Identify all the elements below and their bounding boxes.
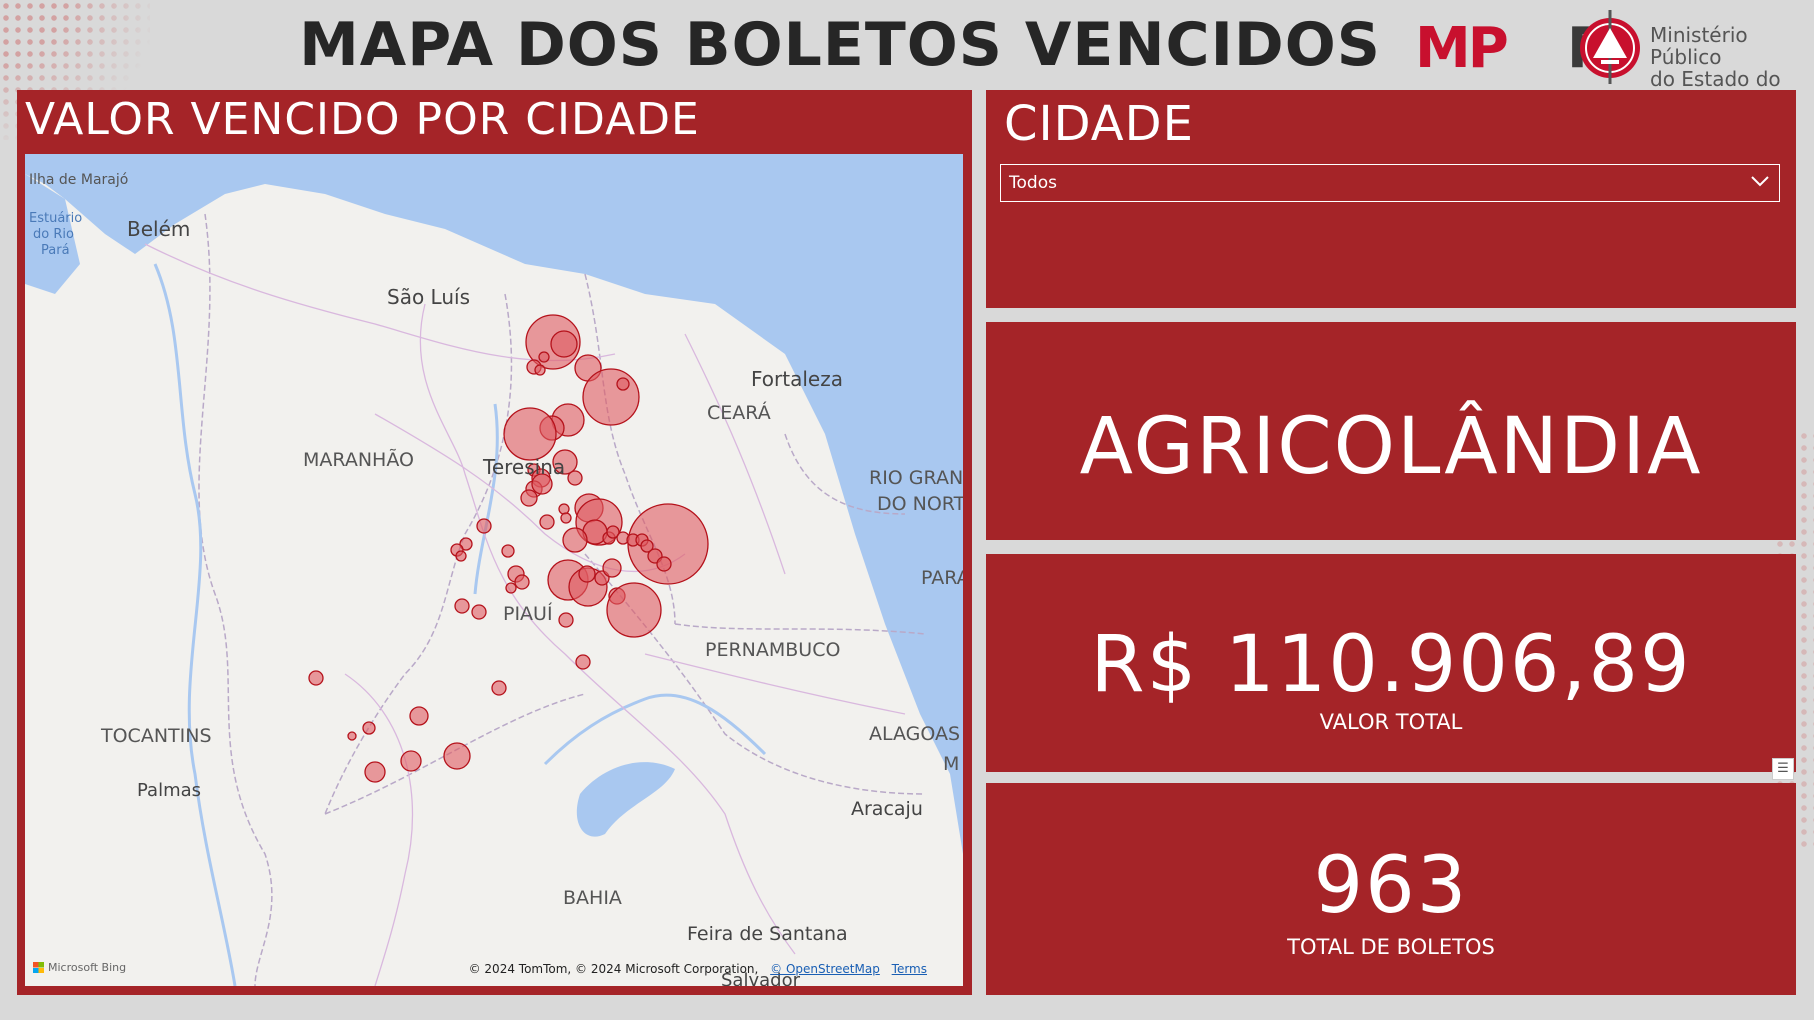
city-bubble[interactable] <box>606 525 620 539</box>
label-teresina: Teresina <box>482 455 565 479</box>
city-bubble[interactable] <box>562 527 588 553</box>
city-bubble[interactable] <box>560 512 572 524</box>
label-belem: Belém <box>127 217 190 241</box>
bubble-layer[interactable] <box>308 314 709 783</box>
city-bubble[interactable] <box>558 503 570 515</box>
label-salvador: Salvador <box>721 970 801 986</box>
city-bubble[interactable] <box>443 742 471 770</box>
city-bubble[interactable] <box>606 582 662 638</box>
boleto-count: 963 <box>1313 841 1469 931</box>
ocean <box>25 154 963 854</box>
city-bubble[interactable] <box>575 654 591 670</box>
rivers <box>153 263 767 986</box>
city-bubble[interactable] <box>602 558 622 578</box>
city-bubble[interactable] <box>616 377 630 391</box>
label-marajo: Ilha de Marajó <box>29 172 128 188</box>
city-bubble[interactable] <box>362 721 376 735</box>
label-estuario-3: Pará <box>41 243 70 258</box>
map-attribution: © 2024 TomTom, © 2024 Microsoft Corporat… <box>468 962 927 976</box>
city-bubble[interactable] <box>514 574 530 590</box>
label-para: PARA <box>921 567 963 589</box>
city-dropdown-value: Todos <box>1009 173 1057 193</box>
label-saoluis: São Luís <box>387 285 470 309</box>
city-bubble[interactable] <box>520 489 538 507</box>
label-tocantins: TOCANTINS <box>100 725 212 747</box>
label-feira: Feira de Santana <box>687 923 848 945</box>
page-title: MAPA DOS BOLETOS VENCIDOS <box>299 10 1381 80</box>
label-rn-1: RIO GRAN <box>869 467 963 489</box>
chevron-down-icon[interactable] <box>1749 169 1771 197</box>
label-piaui: PIAUÍ <box>503 602 553 625</box>
city-bubble[interactable] <box>567 470 583 486</box>
bing-brand: Microsoft Bing <box>33 961 126 974</box>
city-bubble[interactable] <box>534 364 546 376</box>
lake-sobradinho <box>576 762 675 837</box>
city-bubble[interactable] <box>476 518 492 534</box>
slicer-title: CIDADE <box>1004 96 1194 152</box>
map-labels: Ilha de Marajó Estuário do Rio Pará Belé… <box>29 172 963 986</box>
coast-bay <box>25 174 80 294</box>
boleto-count-label: TOTAL DE BOLETOS <box>1287 935 1495 959</box>
city-name: AGRICOLÂNDIA <box>1079 402 1703 492</box>
seal-icon <box>1580 10 1640 84</box>
city-bubble[interactable] <box>459 537 473 551</box>
map-canvas[interactable]: Ilha de Marajó Estuário do Rio Pará Belé… <box>25 154 963 986</box>
mppi-logo: MP PI Ministério Público do Estado do Pi… <box>1415 6 1810 112</box>
city-bubble[interactable] <box>550 330 578 358</box>
city-bubble[interactable] <box>505 582 517 594</box>
label-maranhao: MARANHÃO <box>303 448 414 471</box>
total-value: R$ 110.906,89 <box>1090 620 1692 710</box>
filter-icon[interactable]: ☰ <box>1772 758 1794 780</box>
city-bubble[interactable] <box>501 544 515 558</box>
map-view[interactable]: Ilha de Marajó Estuário do Rio Pará Belé… <box>25 154 963 986</box>
label-pernambuco: PERNAMBUCO <box>705 639 840 661</box>
city-card: AGRICOLÂNDIA <box>986 322 1796 540</box>
city-bubble[interactable] <box>347 731 357 741</box>
map-panel: VALOR VENCIDO POR CIDADE <box>17 90 972 995</box>
total-value-label: VALOR TOTAL <box>1319 710 1463 734</box>
label-bahia: BAHIA <box>563 887 622 909</box>
city-bubble[interactable] <box>656 556 672 572</box>
city-bubble[interactable] <box>582 368 640 426</box>
map-panel-title: VALOR VENCIDO POR CIDADE <box>25 94 700 145</box>
label-m: M <box>943 753 959 775</box>
label-palmas: Palmas <box>137 780 201 801</box>
city-bubble[interactable] <box>400 750 422 772</box>
label-estuario-2: do Rio <box>33 227 74 242</box>
city-dropdown[interactable]: Todos <box>1000 164 1780 202</box>
terms-link[interactable]: Terms <box>891 962 927 976</box>
city-bubble[interactable] <box>409 706 429 726</box>
city-bubble[interactable] <box>471 604 487 620</box>
city-bubble[interactable] <box>503 407 557 461</box>
city-bubble[interactable] <box>455 550 467 562</box>
city-bubble[interactable] <box>538 351 550 363</box>
label-rn-2: DO NORT <box>877 493 963 515</box>
city-bubble[interactable] <box>454 598 470 614</box>
city-bubble[interactable] <box>531 473 553 495</box>
city-slicer-panel: CIDADE Todos <box>986 90 1796 308</box>
city-bubble[interactable] <box>640 539 654 553</box>
city-bubble[interactable] <box>308 670 324 686</box>
total-value-card: R$ 110.906,89 VALOR TOTAL <box>986 554 1796 772</box>
logo-mark-mp: MP <box>1415 16 1509 81</box>
microsoft-logo-icon <box>33 962 44 973</box>
city-bubble[interactable] <box>558 612 574 628</box>
city-bubble[interactable] <box>491 680 507 696</box>
city-bubble[interactable] <box>364 761 386 783</box>
label-aracaju: Aracaju <box>851 798 923 820</box>
city-bubble[interactable] <box>539 514 555 530</box>
label-estuario-1: Estuário <box>29 211 82 226</box>
label-ceara: CEARÁ <box>707 401 771 424</box>
label-alagoas: ALAGOAS <box>869 723 960 745</box>
boleto-count-card: 963 TOTAL DE BOLETOS <box>986 783 1796 995</box>
label-fortaleza: Fortaleza <box>751 367 843 391</box>
openstreetmap-link[interactable]: © OpenStreetMap <box>770 962 880 976</box>
city-bubble[interactable] <box>552 449 578 475</box>
city-bubble[interactable] <box>578 565 596 583</box>
